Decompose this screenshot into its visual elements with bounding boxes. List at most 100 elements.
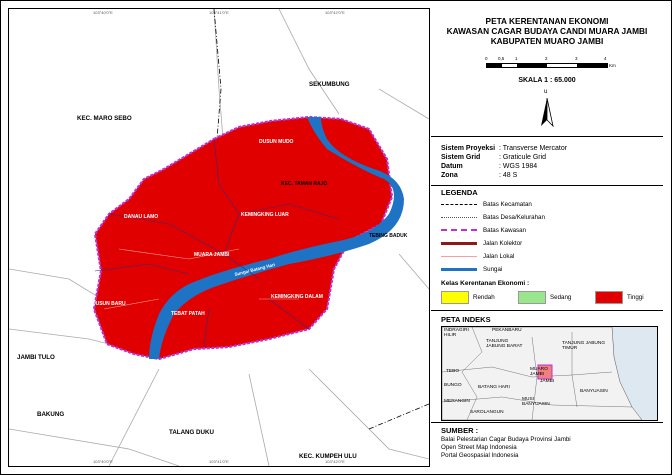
proj-val-4: : 48 S [499, 172, 518, 179]
label-kemingking-luar: KEMINGKING LUAR [241, 212, 289, 218]
proj-row-3: Datum : WGS 1984 [441, 163, 537, 170]
legend-label-1: Batas Kecamatan [483, 200, 532, 208]
coord-top-2: 103°41'0"E [209, 10, 229, 15]
class-label-sedang: Sedang [550, 294, 572, 301]
batang-hari-river [149, 117, 404, 359]
proj-row-1: Sistem Proyeksi: Transverse Mercator [441, 145, 567, 152]
source-title: SUMBER : [441, 426, 479, 435]
legend-label-2: Batas Desa/Kelurahan [483, 213, 545, 221]
coord-bottom-1: 103°40'0"E [93, 459, 113, 464]
index-title: PETA INDEKS [441, 315, 491, 324]
label-tebat-patah: TEBAT PATAH [171, 311, 205, 317]
scale-text: SKALA 1 : 65.000 [518, 77, 576, 84]
label-tebing-baduk: TEBING BADUK [369, 233, 408, 239]
source-line-2: Open Street Map Indonesia [441, 444, 517, 451]
legend-item-batas-kawasan: Batas Kawasan [441, 225, 526, 235]
label-dusun-mudo: DUSUN MUDO [259, 139, 294, 145]
label-jambi-tulo: JAMBI TULO [17, 354, 55, 361]
main-map[interactable]: 103°40'0"E 103°41'0"E 103°42'0"E 103°40'… [8, 8, 430, 467]
scale-tick-1: 0,5 [498, 56, 505, 61]
scale-tick-5: 4 [604, 56, 607, 61]
map-title-2: KAWASAN CAGAR BUDAYA CANDI MUARA JAMBI [446, 26, 648, 36]
index-label-tanjab-barat: TANJUNG JABUNG BARAT [486, 339, 523, 349]
legend-item-sungai: Sungai [441, 264, 502, 274]
coord-top-1: 103°40'0"E [93, 10, 113, 15]
index-label-bungo: BUNGO [444, 383, 462, 388]
index-label-muaro-jambi: MUARO JAMBI [530, 367, 548, 377]
legend-item-batas-desa: Batas Desa/Kelurahan [441, 212, 545, 222]
label-kemingking-dalam: KEMINGKING DALAM [271, 294, 323, 300]
label-dusun-baru: DUSUN BARU [92, 301, 126, 307]
legend-item-jalan-kolektor: Jalan Kolektor [441, 238, 522, 248]
label-sekumbung: SEKUMBUNG [309, 81, 350, 88]
source-line-1: Balai Pelestarian Cagar Budaya Provinsi … [441, 436, 571, 443]
proj-val-3: : WGS 1984 [499, 163, 538, 170]
divider-4 [431, 422, 663, 423]
legend-label-3: Batas Kawasan [483, 226, 526, 234]
legend-title: LEGENDA [441, 188, 478, 197]
legend-panel: PETA KERENTANAN EKONOMI KAWASAN CAGAR BU… [431, 8, 663, 465]
class-sedang: Sedang [518, 291, 571, 304]
index-label-batang-hari: BATANG HARI [478, 385, 510, 390]
north-arrow: u [538, 88, 556, 128]
coord-bottom-3: 103°42'0"E [325, 459, 345, 464]
label-muara-jambi: MUARA JAMBI [194, 252, 230, 258]
index-label-banyuasin: BANYUASIN [580, 389, 608, 394]
legend-item-batas-kecamatan: Batas Kecamatan [441, 199, 532, 209]
source-line-3: Portal Geospasial Indonesia [441, 452, 519, 459]
scale-tick-3: 2 [545, 56, 548, 61]
scale-tick-2: 1 [515, 56, 518, 61]
label-kec-maro-sebo: KEC. MARO SEBO [77, 115, 132, 122]
divider-1 [431, 136, 663, 137]
coord-top-3: 103°42'0"E [325, 10, 345, 15]
index-label-jambi: JAMBI [540, 379, 555, 384]
legend-label-5: Jalan Lokal [483, 252, 515, 260]
local-roads [103, 248, 299, 310]
index-label-tebo: TEBO [446, 369, 460, 374]
index-label-tanjab-timur: TANJUNG JABUNG TIMUR [562, 341, 606, 351]
map-title-1: PETA KERENTANAN EKONOMI [485, 16, 609, 26]
proj-key-3: Datum [441, 163, 463, 170]
village-boundaries [94, 138, 340, 348]
legend-class-title: Kelas Kerentanan Ekonomi : [441, 280, 530, 287]
study-area-region [92, 115, 394, 361]
label-kec-taman-rajo: KEC. TAMAN RAJO [281, 181, 328, 187]
scale-bar: 0 0,5 1 2 3 4 Km [485, 56, 616, 72]
index-label-pekanbaru: PEKANBARU [492, 328, 522, 333]
map-canvas [9, 9, 429, 466]
legend-label-4: Jalan Kolektor [483, 239, 523, 247]
north-label: u [544, 88, 548, 95]
index-map[interactable]: INDRAGIRI HILIR TANJUNG JABUNG BARAT TAN… [441, 326, 658, 421]
class-label-tinggi: Tinggi [627, 294, 644, 301]
index-map-canvas [442, 327, 643, 420]
class-tinggi: Tinggi [595, 291, 644, 304]
proj-key-4: Zona [441, 172, 458, 179]
scale-tick-0: 0 [485, 56, 488, 61]
label-talang-duku: TALANG DUKU [169, 429, 214, 436]
divider-2 [431, 185, 663, 186]
scale-unit: Km [609, 63, 616, 68]
class-rendah: Rendah [441, 291, 495, 304]
map-title-3: KABUPATEN MUARO JAMBI [490, 36, 604, 46]
proj-val-1: : Transverse Mercator [499, 145, 568, 152]
index-label-sarolangun: SAROLANGUN [470, 410, 504, 415]
label-bakung: BAKUNG [37, 411, 65, 418]
proj-key-1: Sistem Proyeksi [441, 145, 496, 152]
index-label-indragiri-hilir: INDRAGIRI HILIR [444, 328, 469, 338]
north-arrow-icon [541, 98, 554, 128]
index-label-merangin: MERANGIN [444, 399, 470, 404]
proj-val-2: : Graticule Grid [499, 154, 547, 161]
label-danau-lamo: DANAU LAMO [124, 214, 159, 220]
class-label-rendah: Rendah [473, 294, 495, 301]
proj-key-2: Sistem Grid [441, 154, 481, 161]
divider-3 [431, 310, 663, 311]
proj-row-2: Sistem Grid : Graticule Grid [441, 154, 546, 161]
proj-row-4: Zona : 48 S [441, 172, 517, 179]
label-kec-kumpeh-ulu: KEC. KUMPEH ULU [299, 453, 357, 460]
coord-bottom-2: 103°41'0"E [209, 459, 229, 464]
legend-item-jalan-lokal: Jalan Lokal [441, 251, 514, 261]
legend-label-6: Sungai [483, 265, 503, 273]
index-label-musi-banyuasin: MUSI BANYUASIN [522, 397, 550, 407]
district-boundary [213, 9, 429, 430]
scale-tick-4: 3 [575, 56, 578, 61]
